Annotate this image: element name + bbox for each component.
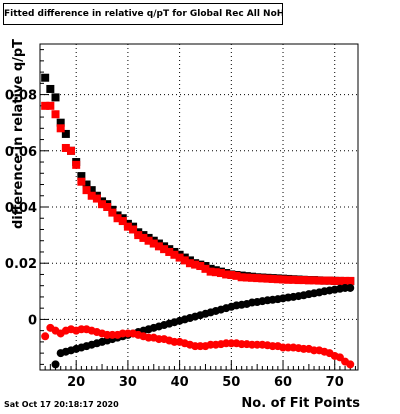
data-point-square <box>108 208 117 217</box>
data-point-square <box>134 231 143 240</box>
data-point-square <box>346 276 355 285</box>
data-point-square <box>258 274 267 283</box>
data-point-square <box>237 273 246 282</box>
data-point-circle <box>346 283 355 292</box>
x-tick-label: 30 <box>119 375 137 390</box>
data-point-square <box>61 129 70 138</box>
data-point-square <box>299 276 308 285</box>
data-point-square <box>41 101 50 110</box>
data-point-square <box>196 262 205 271</box>
y-tick-label: 0.06 <box>5 145 37 160</box>
data-point-square <box>304 276 313 285</box>
data-point-square <box>284 275 293 284</box>
data-point-square <box>227 271 236 280</box>
x-axis-label: No. of Fit Points <box>241 396 360 411</box>
data-point-square <box>51 93 60 102</box>
data-point-square <box>144 236 153 245</box>
data-point-square <box>211 268 220 277</box>
data-point-square <box>310 276 319 285</box>
data-point-square <box>273 275 282 284</box>
y-axis-label: difference in relative q/pT <box>11 38 26 229</box>
data-point-square <box>123 222 132 231</box>
data-point-square <box>320 276 329 285</box>
chart-title: Fitted difference in relative q/pT for G… <box>3 3 283 25</box>
data-point-circle <box>51 360 60 369</box>
data-point-square <box>268 274 277 283</box>
data-point-square <box>263 274 272 283</box>
data-point-square <box>56 118 65 127</box>
data-point-square <box>253 274 262 283</box>
data-point-square <box>46 84 55 93</box>
y-tick-label: 0.04 <box>5 201 37 216</box>
data-point-square <box>170 250 179 259</box>
data-point-square <box>279 275 288 284</box>
data-point-square <box>51 110 60 119</box>
data-point-square <box>118 217 127 226</box>
data-point-square <box>41 73 50 82</box>
data-point-circle <box>41 332 50 341</box>
grid <box>40 44 358 370</box>
data-point-square <box>98 200 107 209</box>
data-point-square <box>330 276 339 285</box>
data-point-square <box>87 186 96 195</box>
data-point-square <box>325 276 334 285</box>
x-tick-label: 70 <box>326 375 344 390</box>
data-point-square <box>103 203 112 211</box>
data-point-square <box>335 276 344 285</box>
data-point-square <box>294 276 303 285</box>
data-point-square <box>139 233 148 242</box>
data-point-square <box>165 247 174 256</box>
data-point-square <box>185 259 194 268</box>
y-tick-label: 0.02 <box>5 257 37 272</box>
axes: 20 30 40 50 60 70 0 0.02 0.04 0.06 0.08 <box>5 49 356 390</box>
data-point-square <box>61 143 70 152</box>
data-point-square <box>315 276 324 285</box>
data-point-square <box>129 225 138 234</box>
data-point-square <box>67 146 76 155</box>
data-point-square <box>160 245 169 254</box>
data-point-square <box>82 186 91 195</box>
data-point-square <box>180 256 189 265</box>
data-point-square <box>191 260 200 269</box>
data-point-square <box>149 239 158 248</box>
data-point-square <box>82 180 91 189</box>
data-point-square <box>242 273 251 282</box>
data-marks <box>41 73 355 369</box>
data-point-square <box>46 101 55 110</box>
data-point-circle <box>346 360 355 369</box>
data-point-square <box>154 242 163 251</box>
data-point-square <box>77 177 86 186</box>
data-point-square <box>232 271 241 280</box>
data-point-square <box>341 276 350 285</box>
data-point-square <box>92 194 101 203</box>
timestamp: Sat Oct 17 20:18:17 2020 <box>4 400 119 409</box>
y-tick-label: 0.08 <box>5 89 37 104</box>
plot-frame <box>39 43 359 371</box>
data-point-square <box>222 270 231 279</box>
data-point-square <box>77 172 86 181</box>
data-point-square <box>248 273 256 282</box>
x-tick-label: 50 <box>222 375 240 390</box>
data-point-square <box>113 214 122 223</box>
data-point-square <box>56 124 65 133</box>
data-point-square <box>72 160 81 169</box>
data-point-square <box>175 253 184 262</box>
data-point-square <box>87 191 96 200</box>
x-tick-label: 60 <box>274 375 292 390</box>
x-tick-label: 20 <box>67 375 85 390</box>
x-tick-label: 40 <box>171 375 189 390</box>
y-tick-label: 0 <box>28 313 37 328</box>
data-point-square <box>289 275 298 284</box>
data-point-square <box>206 267 215 276</box>
data-point-square <box>216 269 225 278</box>
data-point-square <box>201 264 210 273</box>
